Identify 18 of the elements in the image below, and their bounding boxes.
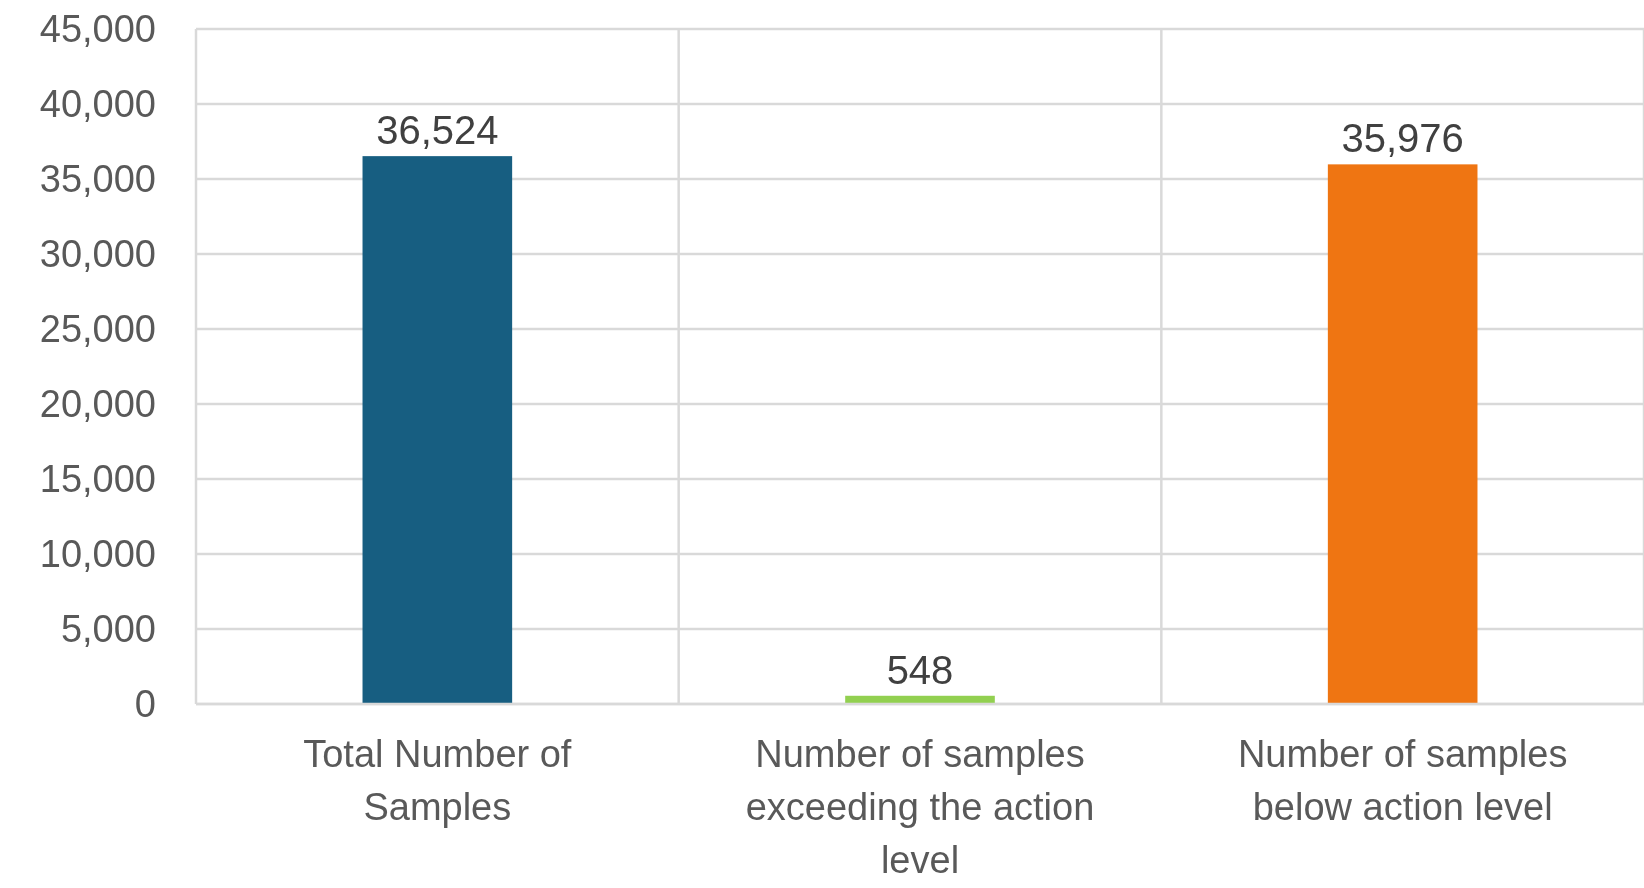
y-tick-label: 20,000 <box>39 383 156 426</box>
x-tick-label: Number of samples below action level <box>1237 733 1568 828</box>
y-tick-label: 40,000 <box>39 83 156 126</box>
data-label: 36,524 <box>376 108 499 153</box>
data-label: 548 <box>886 647 954 692</box>
y-tick-label: 15,000 <box>39 458 156 501</box>
y-tick-label: 45,000 <box>39 8 156 51</box>
y-tick-label: 0 <box>134 683 156 726</box>
bar <box>1327 164 1478 704</box>
y-tick-label: 25,000 <box>39 308 156 351</box>
x-tick-label: Total Number of Samples <box>303 733 572 828</box>
y-tick-label: 35,000 <box>39 158 156 201</box>
bar <box>362 156 513 704</box>
y-tick-label: 10,000 <box>39 533 156 576</box>
y-tick-label: 5,000 <box>60 608 156 651</box>
x-tick-label: Number of samples exceeding the action level <box>745 733 1095 881</box>
y-tick-label: 30,000 <box>39 233 156 276</box>
data-label: 35,976 <box>1341 116 1464 161</box>
